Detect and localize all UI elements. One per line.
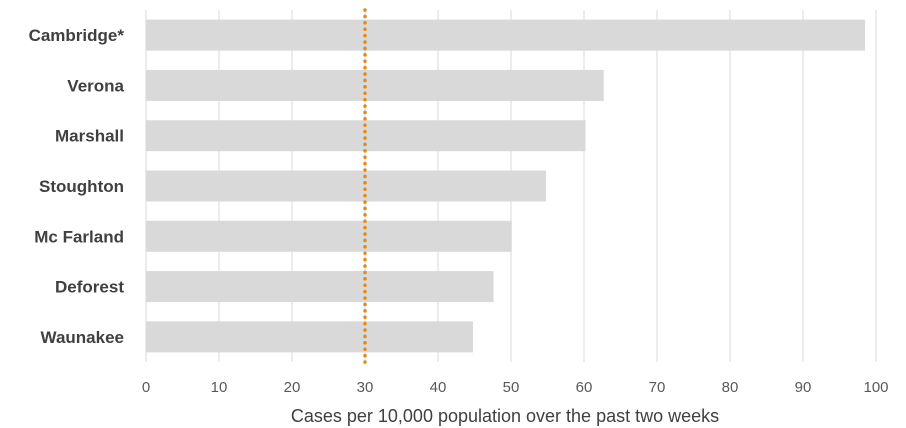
- category-label-marshall: Marshall: [55, 127, 124, 146]
- x-tick-label-40: 40: [430, 379, 447, 396]
- x-axis-title: Cases per 10,000 population over the pas…: [291, 406, 719, 426]
- x-tick-labels: 0 10 20 30 40 50 60 70 80 90 100: [142, 379, 889, 396]
- bar-stoughton: [146, 170, 547, 202]
- x-tick-label-20: 20: [284, 379, 301, 396]
- bar-deforest: [146, 271, 494, 303]
- x-tick-label-0: 0: [142, 379, 150, 396]
- x-tick-label-70: 70: [649, 379, 666, 396]
- x-tick-label-100: 100: [863, 379, 888, 396]
- x-tick-label-10: 10: [211, 379, 228, 396]
- bar-verona: [146, 69, 604, 101]
- category-label-cambridge: Cambridge*: [29, 26, 125, 45]
- bar-cambridge: [146, 19, 866, 51]
- category-label-deforest: Deforest: [55, 278, 124, 297]
- bars: [146, 19, 866, 353]
- x-tick-label-30: 30: [357, 379, 374, 396]
- x-tick-label-90: 90: [795, 379, 812, 396]
- category-label-mc-farland: Mc Farland: [34, 227, 124, 246]
- bar-mc-farland: [146, 220, 512, 252]
- category-label-verona: Verona: [67, 76, 124, 95]
- x-tick-label-50: 50: [503, 379, 520, 396]
- category-label-stoughton: Stoughton: [39, 177, 124, 196]
- x-tick-label-80: 80: [722, 379, 739, 396]
- category-labels: Cambridge* Verona Marshall Stoughton Mc Farl…: [29, 26, 125, 347]
- bar-waunakee: [146, 321, 474, 353]
- x-tick-label-60: 60: [576, 379, 593, 396]
- category-label-waunakee: Waunakee: [41, 328, 124, 347]
